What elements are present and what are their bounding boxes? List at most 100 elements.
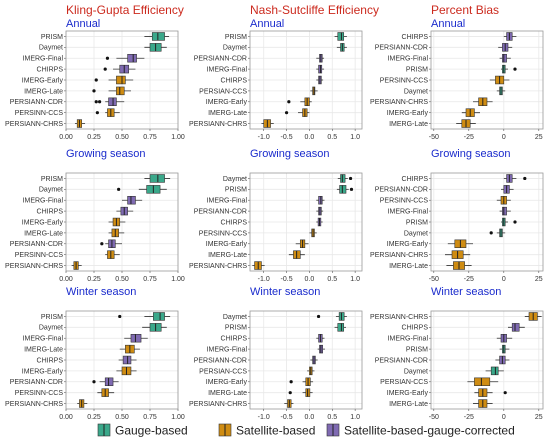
panel-border — [249, 310, 363, 410]
box — [502, 54, 507, 63]
category-label: PERSINN-CCS — [15, 390, 64, 397]
category-label: IMERG-Early — [22, 77, 64, 84]
category-label: PRISM — [41, 34, 63, 41]
outlier-point — [513, 220, 517, 224]
x-tick-label: 1.0 — [350, 134, 360, 141]
x-tick-label: 0.50 — [115, 134, 129, 141]
metric-title: Nash-Sutcliffe Efficiency — [250, 3, 379, 17]
category-label: IMERG-Late — [389, 263, 428, 270]
category-label: CHIRPS — [402, 34, 429, 41]
category-label: PERSIAN-CCS — [199, 88, 247, 95]
x-tick-label: 0.75 — [143, 414, 157, 421]
category-label: CHIRPS — [221, 336, 248, 343]
category-label: PRISM — [41, 314, 63, 321]
panel-border — [430, 310, 544, 410]
x-tick-label: -25 — [464, 414, 474, 421]
category-label: IMERG-Final — [23, 56, 64, 63]
outlier-point — [94, 78, 98, 82]
x-tick-label: -1.0 — [258, 276, 270, 283]
box — [116, 75, 126, 85]
category-label: Daymet — [223, 314, 247, 321]
category-label: CHIRPS — [221, 77, 248, 84]
x-tick-label: 0.5 — [327, 134, 337, 141]
outlier-point — [94, 100, 98, 104]
panel-8: Winter season Daymet PRISM CHIRPS IMERG-Fina… — [189, 286, 363, 421]
category-label: IMERG-Late — [389, 401, 428, 408]
legend-label: Satellite-based-gauge-corrected — [344, 424, 515, 438]
x-tick-label: 0.00 — [59, 276, 73, 283]
x-tick-label: 0.75 — [143, 134, 157, 141]
category-label: PRISM — [225, 34, 247, 41]
panel-7: Winter season PRISM Daymet IMERG-Final IMERG… — [5, 286, 185, 421]
category-label: PERSIANN-CDR — [10, 99, 63, 106]
x-tick-label: 0.0 — [305, 276, 315, 283]
category-label: PERSINN-CCS — [380, 77, 429, 84]
category-label: IMERG-Early — [206, 241, 248, 248]
category-label: IMERG-Early — [387, 110, 429, 117]
legend: Gauge-based Satellite-based Satellite-base… — [97, 424, 515, 438]
x-tick-label: 0.5 — [327, 276, 337, 283]
season-title: Winter season — [250, 286, 320, 298]
category-label: CHIRPS — [37, 67, 64, 74]
x-tick-label: -50 — [429, 276, 439, 283]
category-label: IMERG-Final — [23, 336, 64, 343]
box — [151, 32, 165, 41]
category-label: PRISM — [41, 176, 63, 183]
category-label: IMERG-Final — [23, 198, 64, 205]
category-label: IMERG-Early — [206, 99, 248, 106]
panels: Kling-Gupta EfficiencyAnnualPRISMDaymetI… — [5, 3, 544, 421]
category-label: IMERG-Final — [388, 56, 429, 63]
panel-border — [249, 30, 363, 130]
category-label: IMERG-Early — [22, 219, 64, 226]
legend-item-3: Satellite-based-gauge-corrected — [326, 424, 515, 438]
x-tick-label: 0.0 — [305, 134, 315, 141]
category-label: PERSIANN-CDR — [375, 187, 428, 194]
outlier-point — [118, 314, 122, 319]
panel-4: Growing season PRISM Daymet IMERG-Final CHIR… — [5, 148, 185, 283]
category-label: Daymet — [39, 325, 63, 332]
category-label: IMERG-Final — [388, 209, 429, 216]
panel-5: Growing season Daymet PRISM IMERG-Final PERS… — [189, 148, 363, 283]
category-label: PERSIANN-CDR — [10, 241, 63, 248]
category-label: IMERG-Late — [208, 110, 247, 117]
category-label: PRISM — [225, 187, 247, 194]
category-label: IMERG-Final — [207, 198, 248, 205]
category-label: Daymet — [39, 187, 63, 194]
outlier-point — [92, 89, 96, 93]
x-tick-label: -1.0 — [258, 134, 270, 141]
category-label: IMERG-Late — [24, 230, 63, 237]
x-tick-label: -50 — [429, 134, 439, 141]
outlier-point — [100, 242, 104, 246]
category-label: IMERG-Final — [207, 347, 248, 354]
x-tick-label: 0 — [502, 414, 506, 421]
outlier-point — [349, 187, 354, 191]
season-title: Winter season — [66, 286, 136, 298]
metric-title: Kling-Gupta Efficiency — [66, 3, 184, 17]
x-tick-label: 0.0 — [305, 414, 315, 421]
category-label: CHIRPS — [37, 357, 64, 364]
category-label: IMERG-Early — [206, 379, 248, 386]
outlier-point — [92, 380, 96, 384]
category-label: PERSIANN-CDR — [10, 379, 63, 386]
category-label: PERSIANN-CDR — [194, 56, 247, 63]
outlier-point — [289, 380, 293, 384]
x-tick-label: 0 — [502, 276, 506, 283]
x-tick-label: -0.5 — [281, 134, 293, 141]
legend-item-1: Gauge-based — [97, 424, 188, 438]
category-label: PRISM — [225, 325, 247, 332]
category-label: Daymet — [39, 45, 63, 52]
category-label: Daymet — [404, 88, 428, 95]
season-title: Annual — [250, 18, 284, 30]
panel-9: Winter season PERSIANN-CHRS CHIRPS IMERG-Fi… — [370, 286, 544, 421]
category-label: PERSINN-CCS — [15, 110, 64, 117]
category-label: IMERG-Late — [208, 252, 247, 259]
box — [502, 206, 507, 216]
category-label: CHIRPS — [402, 325, 429, 332]
x-tick-label: 1.00 — [171, 414, 185, 421]
category-label: PERSINN-CCS — [15, 252, 64, 259]
x-tick-label: 0.25 — [87, 276, 101, 283]
category-label: IMERG-Early — [387, 241, 429, 248]
